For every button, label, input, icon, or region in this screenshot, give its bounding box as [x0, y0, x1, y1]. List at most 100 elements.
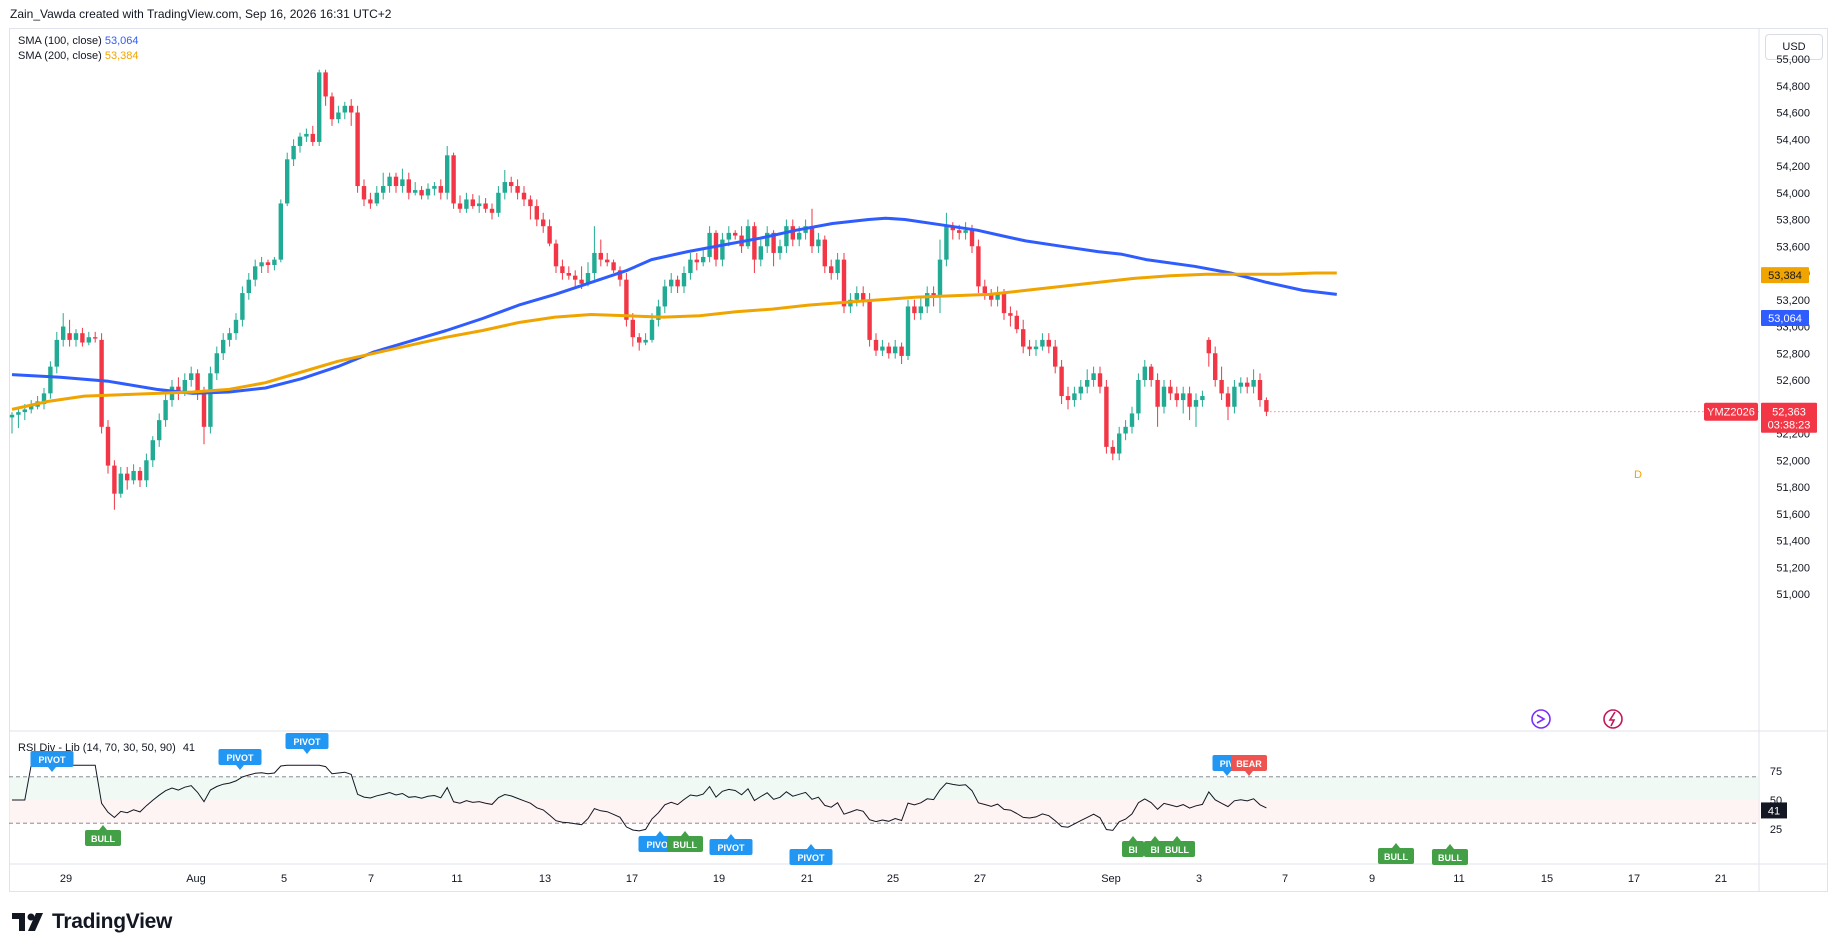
candle-body [227, 333, 232, 340]
currency-button[interactable]: USD [1765, 34, 1823, 60]
time-tick-label: 17 [1628, 873, 1640, 885]
candle-body [707, 232, 712, 257]
rsi-signal-label: BEAR [1236, 759, 1262, 769]
candle-body [1014, 315, 1019, 330]
symbol-badge-text: YMZ2026 [1707, 407, 1755, 419]
candle-body [1046, 339, 1051, 347]
candle-body [873, 339, 879, 351]
rsi-signal-pointer [1129, 836, 1137, 841]
rsi-signal-pointer [807, 844, 815, 849]
candle-body [278, 203, 283, 260]
rsi-legend[interactable]: RSI Div - Lib (14, 70, 30, 50, 90) 41 [18, 742, 195, 754]
candle-body [1097, 373, 1103, 387]
candle-body [643, 339, 648, 343]
rsi-signal-label: PIVOT [38, 755, 66, 765]
time-tick-label: Aug [186, 873, 206, 885]
candle-body [829, 266, 834, 273]
candle-body [617, 270, 623, 280]
price-tick-label: 52,800 [1776, 348, 1810, 360]
sma200-label: SMA (200, close) [18, 50, 102, 62]
candle-body [694, 259, 699, 263]
candle-body [752, 226, 757, 260]
price-axis[interactable]: 55,000 54,800 54,600 54,400 54,200 54,000 53,8… [1776, 54, 1810, 601]
time-axis[interactable]: 29 Aug 5 7 11 13 17 19 21 25 27 Sep 3 7 9 11 15 17 21 [60, 873, 1727, 885]
rsi-signal-label: PIVOT [293, 737, 321, 747]
price-tick-label: 53,200 [1776, 295, 1810, 307]
sma100-legend[interactable]: SMA (100, close) 53,064 [18, 35, 138, 47]
candle-body [73, 333, 79, 340]
tradingview-logo[interactable]: TradingView [12, 910, 172, 934]
candle-body [112, 465, 117, 494]
candle-body [355, 112, 360, 187]
candle-body [285, 159, 290, 204]
rsi-signal-pivot [789, 849, 833, 865]
candle-body [41, 393, 47, 405]
candle-body [1206, 339, 1211, 354]
price-tick-label: 54,800 [1776, 81, 1810, 93]
candle-body [150, 440, 155, 461]
candle-body [681, 273, 687, 287]
candle-body [246, 279, 251, 294]
candle-body [515, 186, 520, 193]
rsi-oversold-band [9, 800, 1759, 824]
rsi-signal-label: PIVOT [226, 753, 254, 763]
candle-body [67, 333, 72, 340]
rsi-signal-pointer [656, 831, 664, 836]
candle-body [80, 333, 85, 343]
rsi-signal-label: BULL [673, 840, 697, 850]
candle-body [867, 299, 872, 340]
candle-body [1021, 329, 1026, 347]
time-tick-label: 29 [60, 873, 72, 885]
candle-body [1027, 346, 1032, 350]
candle-body [649, 319, 655, 340]
candle-body [144, 460, 149, 481]
candle-body [931, 293, 936, 296]
candle-body [381, 186, 386, 193]
price-tick-label: 51,400 [1776, 536, 1810, 548]
replay-icon[interactable] [1531, 709, 1551, 729]
lightning-icon[interactable] [1603, 709, 1623, 729]
candle-body [637, 337, 642, 343]
candle-body [131, 470, 136, 481]
candle-body [1232, 386, 1237, 407]
rsi-signal-label: BI [1151, 845, 1160, 855]
candle-body [265, 262, 271, 265]
time-tick-label: 3 [1196, 873, 1202, 885]
sma200-line [11, 271, 1337, 411]
candle-body [329, 96, 335, 120]
candle-body [1219, 380, 1224, 394]
candle-body [342, 105, 347, 113]
candle-body [1155, 380, 1160, 407]
candle-body [758, 246, 763, 260]
candle-body [745, 226, 751, 247]
candle-body [1072, 393, 1077, 401]
price-tick-label: 52,000 [1776, 455, 1810, 467]
candle-body [925, 293, 930, 307]
price-tick-label: 54,400 [1776, 134, 1810, 146]
candle-body [1213, 353, 1218, 380]
candle-body [861, 293, 866, 300]
last-price-text: 52,363 [1772, 407, 1806, 419]
candle-body [323, 72, 328, 97]
candle-body [304, 133, 309, 137]
interval-marker[interactable]: D [1634, 469, 1642, 481]
candle-body [765, 232, 770, 247]
candle-body [1238, 382, 1243, 387]
candle-body [720, 239, 725, 260]
time-tick-label: 21 [1715, 873, 1727, 885]
candle-body [496, 192, 501, 213]
candle-body [886, 346, 891, 354]
candle-body [1008, 313, 1013, 316]
candle-body [48, 366, 53, 394]
candle-body [726, 232, 731, 240]
candle-body [969, 230, 975, 247]
candle-body [163, 400, 168, 421]
rsi-signal-label: PIVOT [717, 843, 745, 853]
candle-body [393, 176, 399, 187]
rsi-level-label: 75 [1770, 766, 1782, 778]
sma200-legend[interactable]: SMA (200, close) 53,384 [18, 50, 138, 62]
candle-body [579, 279, 584, 284]
rsi-signal-pointer [1446, 844, 1454, 849]
sma100-line [11, 216, 1337, 395]
